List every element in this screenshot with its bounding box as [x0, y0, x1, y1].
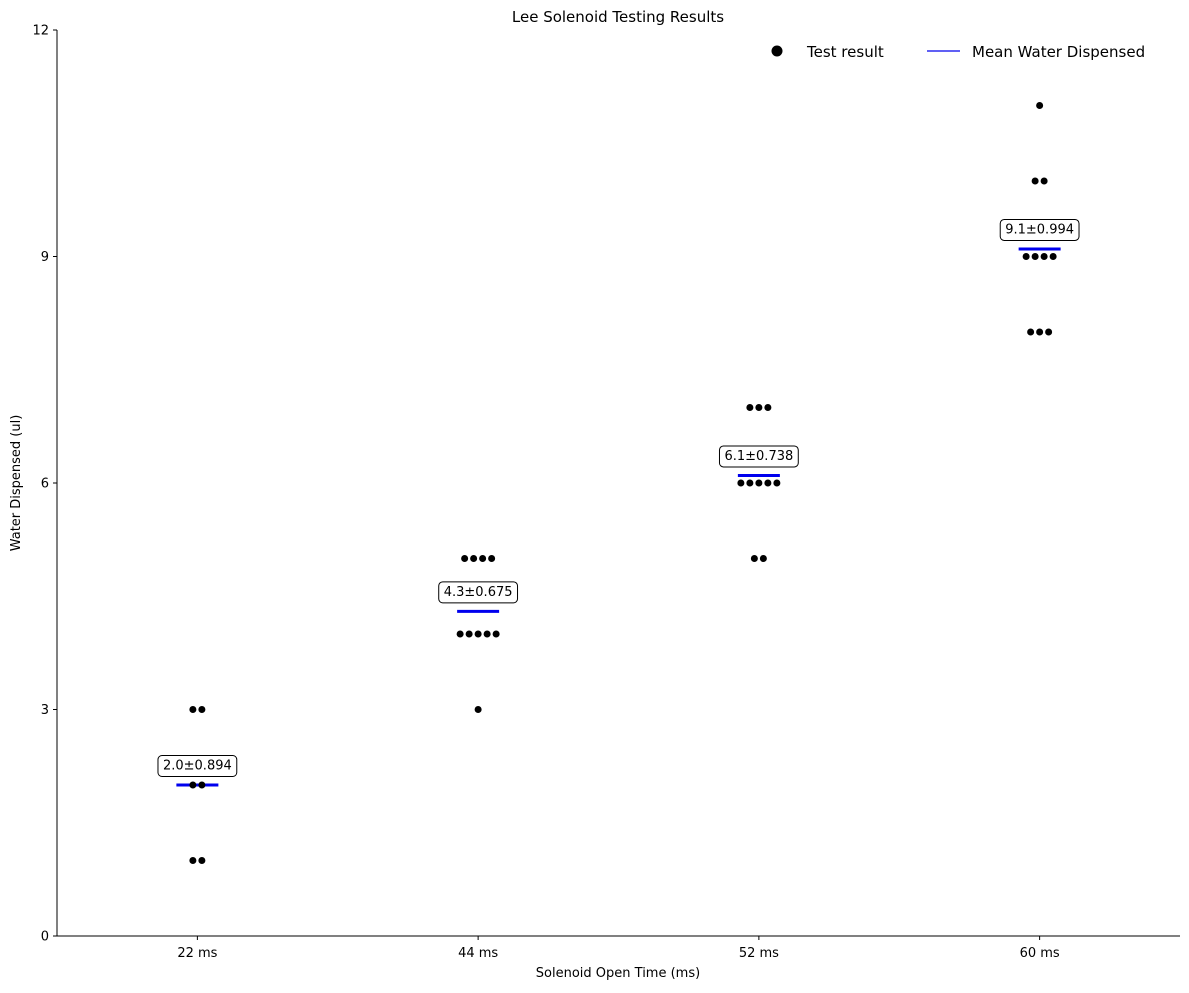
ticks-layer: 0 3 6 9 12 22 ms 44 ms 52 ms 60 ms	[32, 24, 1059, 962]
y-tick-label: 12	[32, 24, 49, 39]
data-point	[1040, 177, 1048, 185]
x-tick-label: 22 ms	[177, 946, 217, 961]
data-point	[1036, 328, 1044, 336]
data-point	[755, 479, 763, 487]
x-axis-label: Solenoid Open Time (ms)	[536, 966, 700, 981]
data-point	[461, 555, 469, 562]
annotation-label: 2.0±0.894	[163, 759, 232, 774]
legend-label-mean: Mean Water Dispensed	[972, 43, 1145, 61]
data-point	[773, 479, 781, 487]
data-point	[1031, 177, 1039, 185]
data-point	[737, 479, 745, 487]
y-tick-label: 9	[41, 250, 49, 265]
data-point	[479, 555, 487, 562]
data-point	[492, 630, 500, 638]
x-tick-label: 44 ms	[458, 946, 498, 961]
data-point	[1022, 253, 1030, 260]
y-tick-label: 3	[41, 703, 49, 718]
data-point	[456, 630, 464, 638]
data-point	[746, 404, 754, 411]
x-tick-label: 60 ms	[1020, 946, 1060, 961]
data-point	[746, 479, 754, 487]
data-point	[198, 857, 206, 864]
chart-title: Lee Solenoid Testing Results	[512, 8, 724, 26]
data-point	[1031, 253, 1039, 260]
means-layer	[176, 247, 1061, 787]
data-point	[755, 404, 763, 411]
y-tick-label: 0	[41, 930, 49, 945]
data-point	[488, 555, 496, 562]
annotation-box	[157, 755, 238, 777]
data-point	[764, 404, 772, 411]
annotation: 4.3±0.675	[438, 581, 519, 604]
legend-label-test-result: Test result	[806, 43, 884, 61]
data-point	[465, 630, 473, 638]
data-point	[759, 555, 767, 562]
data-point	[474, 630, 482, 638]
annotation: 9.1±0.994	[999, 218, 1080, 241]
legend-marker-test-result	[771, 45, 783, 57]
data-point	[189, 706, 197, 713]
data-point	[470, 555, 478, 562]
data-point	[1036, 102, 1044, 109]
data-point	[189, 781, 197, 789]
data-point	[1049, 253, 1057, 260]
annotation-box	[438, 581, 519, 604]
data-point	[189, 857, 197, 864]
annotations-layer: 2.0±0.894 4.3±0.675 6.1±0.738 9.1±0.994	[157, 218, 1080, 777]
annotation: 2.0±0.894	[157, 755, 238, 777]
data-point	[1045, 328, 1053, 336]
annotation-box	[718, 445, 799, 468]
data-point	[474, 706, 482, 713]
legend: Test result Mean Water Dispensed	[771, 43, 1145, 61]
y-axis-label: Water Dispensed (ul)	[9, 415, 24, 552]
x-tick-label: 52 ms	[739, 946, 779, 961]
y-tick-label: 6	[41, 477, 49, 492]
annotation-box	[999, 218, 1080, 241]
data-point	[198, 781, 206, 789]
annotation-label: 9.1±0.994	[1005, 222, 1074, 237]
points-layer	[189, 102, 1057, 864]
annotation: 6.1±0.738	[718, 445, 799, 468]
data-point	[1040, 253, 1048, 260]
data-point	[483, 630, 491, 638]
annotation-label: 4.3±0.675	[444, 585, 513, 600]
data-point	[750, 555, 758, 562]
data-point	[764, 479, 772, 487]
data-point	[198, 706, 206, 713]
data-point	[1027, 328, 1035, 336]
annotation-label: 6.1±0.738	[724, 449, 793, 464]
